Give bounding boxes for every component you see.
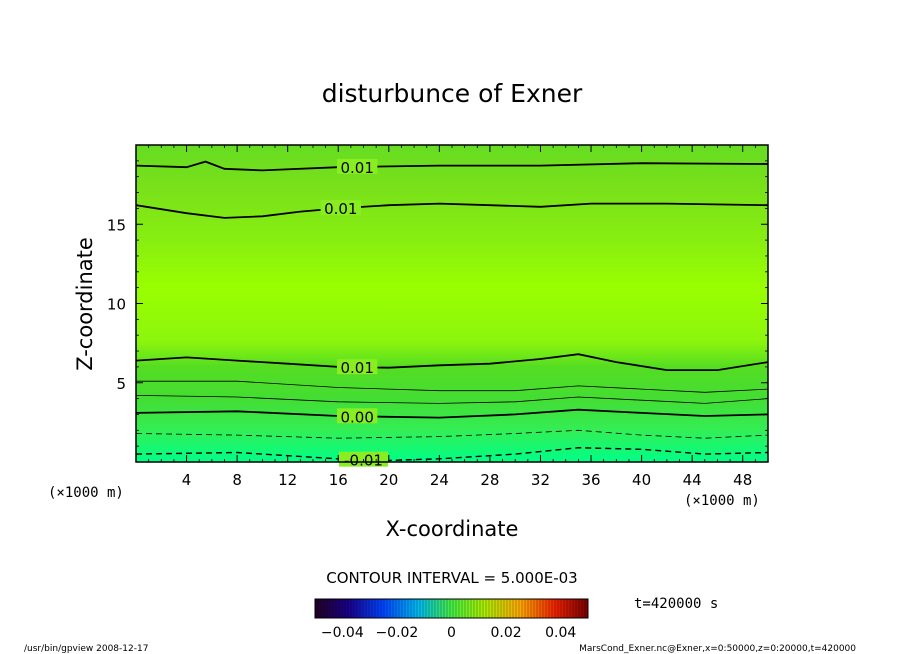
x-tick-label: 36 (581, 471, 600, 489)
x-axis: 4 8 12 16 20 24 28 32 36 40 44 48 (148, 145, 756, 489)
x-axis-label: X-coordinate (386, 517, 519, 541)
colorbar-stripes (317, 599, 586, 618)
x-tick-label: 40 (632, 471, 651, 489)
contour-label-bg-2 (337, 359, 378, 375)
footer-right: MarsCond_Exner.nc@Exner,x=0:50000,z=0:20… (579, 644, 856, 654)
colorbar-tick-label: 0.02 (491, 625, 522, 641)
contour-lines (136, 160, 768, 462)
contour-line-3 (136, 380, 768, 393)
contour-fill (136, 145, 768, 462)
contour-line-1 (136, 202, 768, 219)
contour-line-4 (136, 395, 768, 404)
contour-line-2 (136, 353, 768, 371)
y-tick-label: 10 (107, 296, 126, 314)
y-axis: 5 10 15 (107, 160, 768, 447)
colorbar-tick-label: −0.04 (321, 625, 364, 641)
footer-left: /usr/bin/gpview 2008-12-17 (24, 644, 148, 654)
contour-label-bg-5 (337, 408, 378, 424)
contour-label-5: 0.00 (340, 408, 373, 426)
colorbar-tick-label: −0.02 (375, 625, 418, 641)
contour-line-5 (136, 408, 768, 419)
contour-label-1: 0.01 (324, 200, 357, 218)
x-tick-label: 12 (278, 471, 297, 489)
contour-line-0 (136, 160, 768, 172)
y-axis-label: Z-coordinate (73, 237, 97, 371)
colorbar: −0.04 −0.02 0 0.02 0.04 (314, 598, 589, 641)
contour-label-bg-1 (320, 200, 361, 216)
colorbar-tick-label: 0 (447, 625, 456, 641)
time-label: t=420000 s (634, 596, 718, 612)
x-tick-label: 48 (733, 471, 752, 489)
contour-interval: CONTOUR INTERVAL = 5.000E-03 (326, 569, 577, 587)
plot-area: 0.010.010.010.00-0.01 (135, 144, 769, 470)
contour-label-bg-0 (337, 158, 378, 174)
x-tick-label: 44 (683, 471, 702, 489)
chart-title: disturbunce of Exner (322, 79, 583, 108)
colorbar-frame (314, 598, 589, 619)
y-tick-label: 15 (107, 216, 126, 234)
x-tick-label: 4 (182, 471, 192, 489)
x-tick-label: 32 (531, 471, 550, 489)
contour-labels: 0.010.010.010.00-0.01 (320, 158, 389, 470)
colorbar-gradient (315, 599, 588, 618)
contour-line-6 (136, 429, 768, 439)
y-tick-label: 5 (116, 375, 126, 393)
x-unit-right: (×1000 m) (684, 493, 760, 509)
x-tick-label: 20 (379, 471, 398, 489)
x-tick-label: 8 (232, 471, 242, 489)
x-tick-label: 16 (329, 471, 348, 489)
contour-label-0: 0.01 (340, 159, 373, 177)
colorbar-tick-label: 0.04 (545, 625, 576, 641)
x-tick-label: 28 (480, 471, 499, 489)
contour-label-2: 0.01 (340, 359, 373, 377)
x-unit-left: (×1000 m) (48, 485, 124, 501)
x-tick-label: 24 (430, 471, 449, 489)
colorbar-ticks: −0.04 −0.02 0 0.02 0.04 (321, 625, 577, 641)
